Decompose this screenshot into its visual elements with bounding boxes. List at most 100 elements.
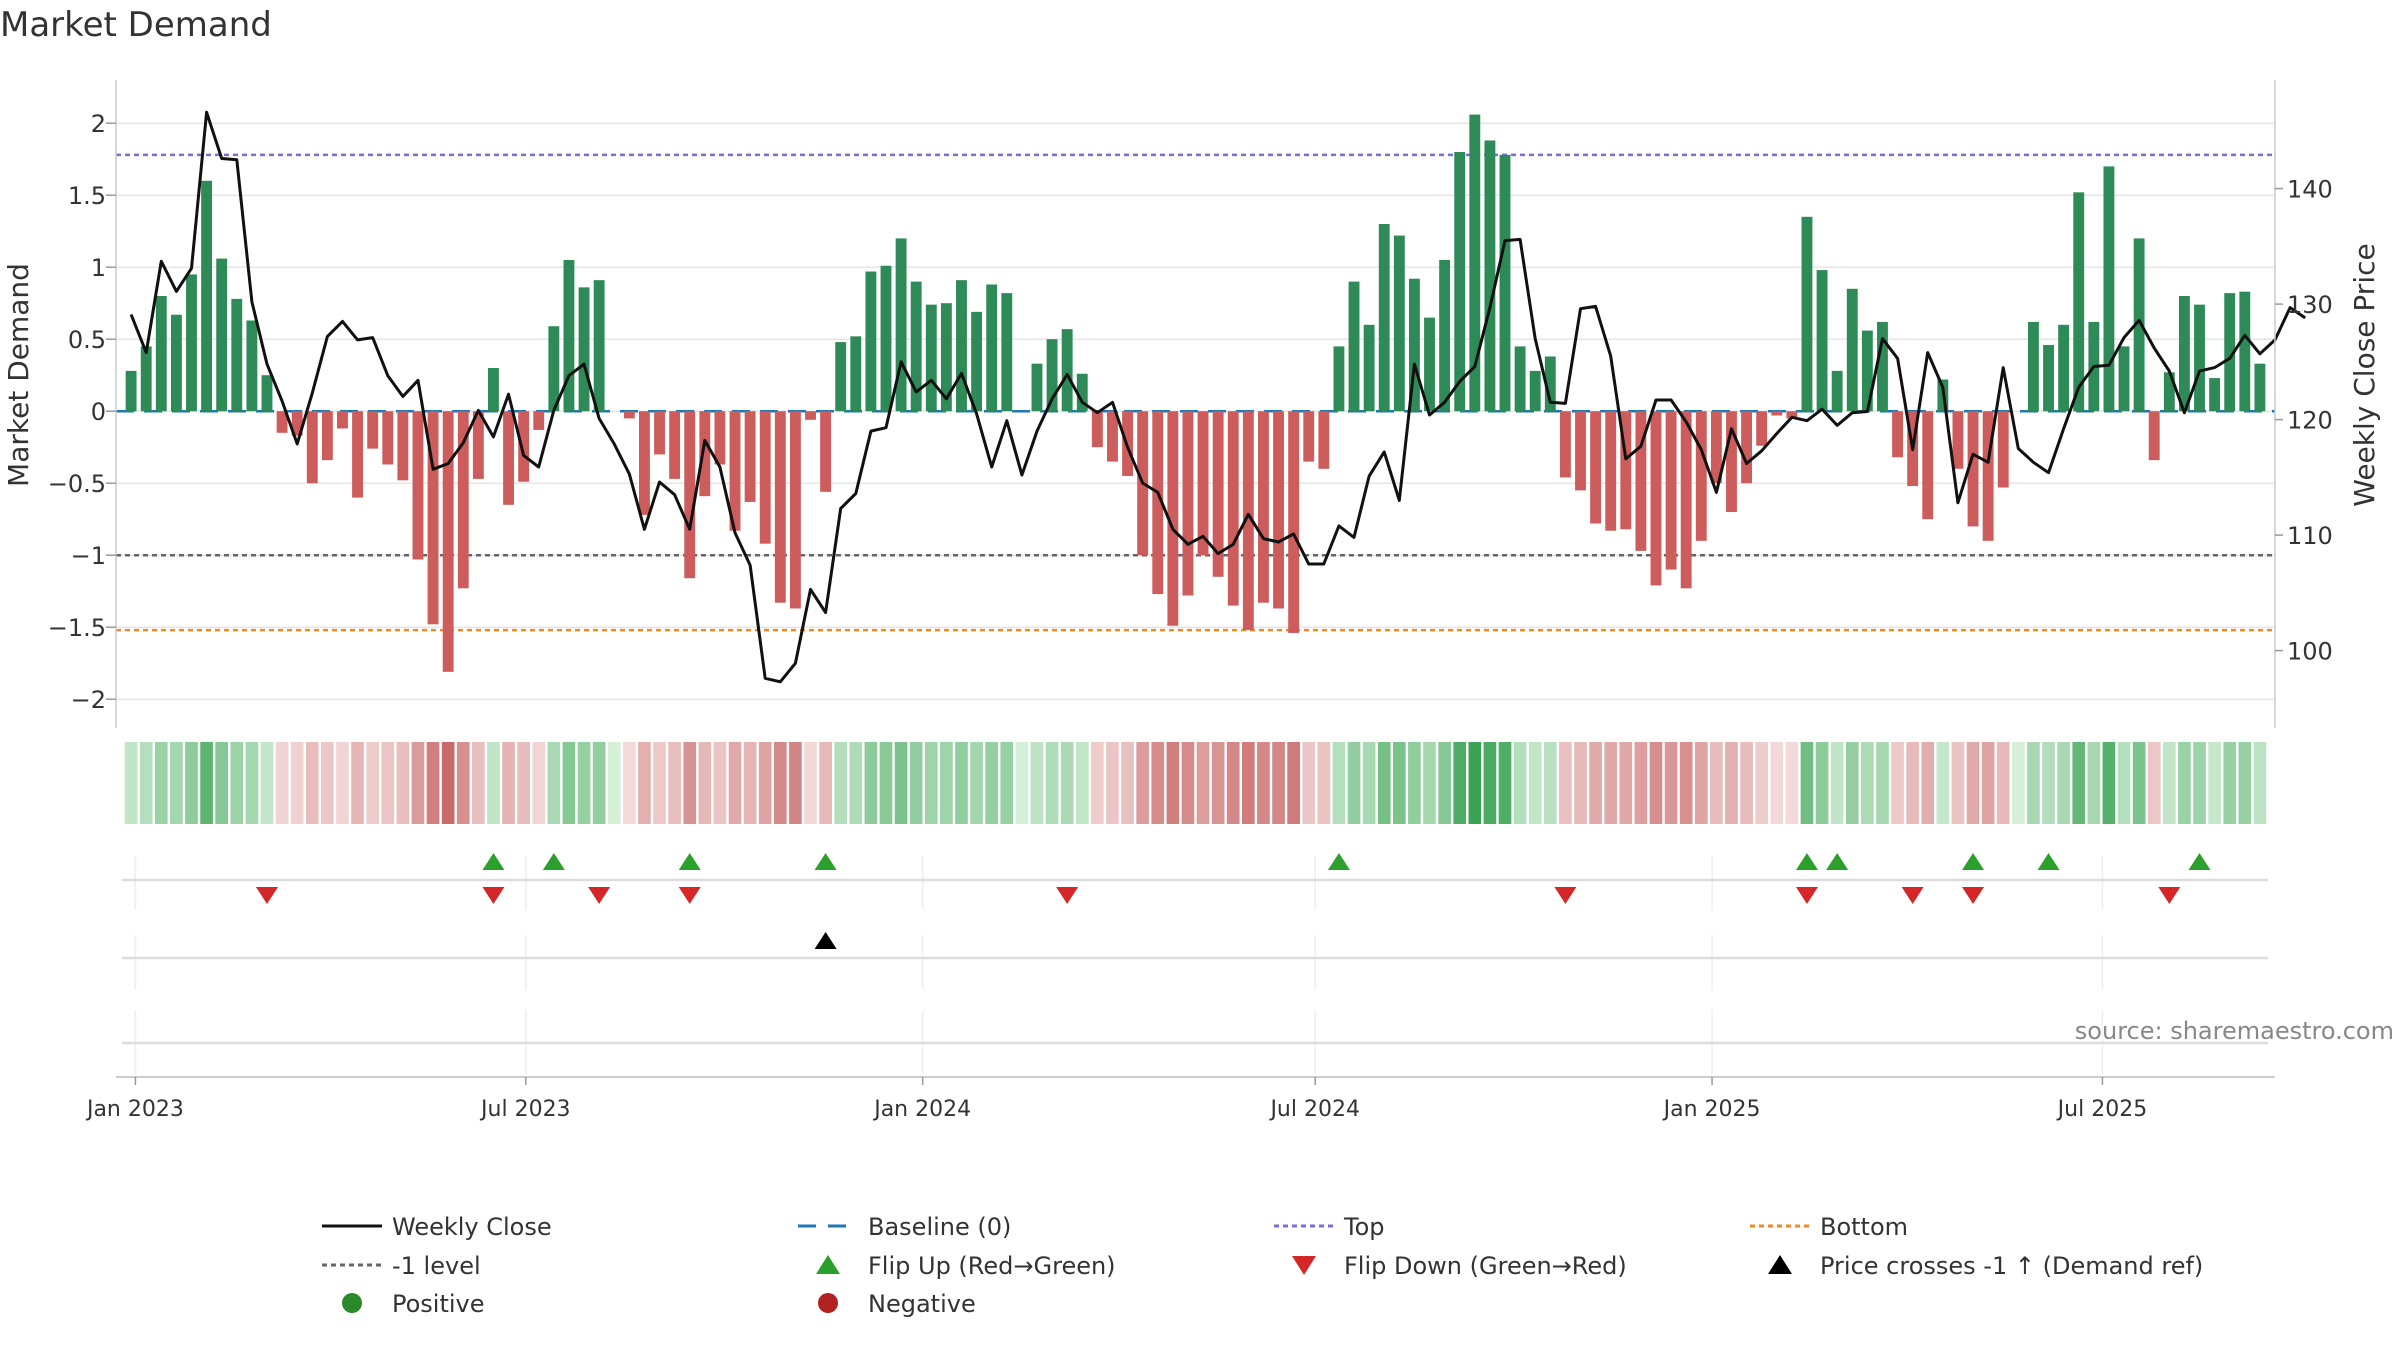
strip-cell: [1785, 742, 1799, 824]
flip-down-marker: [1962, 887, 1985, 904]
y2-tick-label: 100: [2287, 638, 2333, 666]
demand-bar: [1469, 114, 1481, 412]
chart-title: Market Demand: [0, 5, 272, 45]
legend-label: Flip Up (Red→Green): [868, 1252, 1116, 1280]
flip-up-marker: [2188, 853, 2211, 870]
strip-cell: [970, 742, 983, 824]
demand-bar: [1952, 411, 1964, 469]
demand-bar: [684, 411, 696, 579]
demand-bar: [1212, 411, 1224, 577]
demand-bar: [1575, 411, 1586, 491]
demand-bar: [563, 260, 575, 412]
demand-bar: [578, 287, 590, 412]
demand-bar: [2043, 344, 2054, 412]
demand-bar: [1167, 411, 1179, 626]
demand-bar: [1514, 346, 1526, 412]
demand-bar: [1695, 411, 1707, 541]
demand-bar: [170, 314, 182, 412]
flip-down-marker: [482, 887, 505, 904]
strip-cell: [789, 742, 802, 824]
x-tick-label: Jan 2025: [1662, 1097, 1761, 1122]
strip-cell: [2223, 742, 2237, 824]
strip-cell: [1921, 742, 1935, 824]
demand-bar: [2224, 293, 2236, 412]
strip-cell: [1800, 742, 1814, 824]
strip-cell: [1725, 742, 1738, 824]
strip-cell: [562, 742, 576, 824]
y-tick-label: 1.5: [68, 182, 106, 210]
demand-bar: [2133, 238, 2145, 412]
strip-cell: [819, 742, 832, 824]
strip-cell: [607, 742, 621, 824]
y-tick-label: −0.5: [48, 470, 106, 498]
strip-cell: [1015, 742, 1029, 824]
demand-bar: [1559, 411, 1571, 478]
strip-cell: [456, 742, 470, 824]
demand-bar: [367, 411, 379, 449]
strip-cell: [1634, 742, 1648, 824]
flip-down-marker: [588, 887, 611, 904]
flip-down-marker: [678, 887, 701, 904]
strip-cell: [321, 742, 334, 824]
demand-bar: [654, 411, 665, 455]
demand-bar: [1665, 411, 1677, 570]
demand-bar: [759, 411, 771, 544]
strip-cell: [1981, 742, 1995, 824]
demand-bar: [2254, 363, 2266, 412]
demand-bar: [1922, 411, 1934, 520]
demand-bar: [820, 411, 832, 492]
strip-cell: [2253, 742, 2267, 824]
demand-bar: [246, 320, 258, 412]
legend-label: Baseline (0): [868, 1213, 1011, 1241]
demand-bar: [1529, 370, 1541, 412]
demand-bar: [1227, 411, 1239, 606]
strip-cell: [1242, 742, 1255, 824]
demand-bar: [1258, 411, 1269, 603]
demand-bar: [306, 411, 318, 484]
strip-cell: [532, 742, 546, 824]
demand-bar: [2058, 324, 2070, 412]
demand-bar: [352, 411, 364, 498]
demand-bar: [1424, 317, 1435, 412]
x-tick-label: Jan 2024: [872, 1097, 971, 1122]
demand-bar: [518, 411, 530, 482]
demand-bar: [1710, 411, 1722, 484]
strip-cell: [1377, 742, 1391, 824]
demand-bar: [1816, 270, 1828, 412]
strip-cell: [396, 742, 410, 824]
strip-cell: [713, 742, 727, 824]
demand-bar: [1393, 235, 1405, 412]
strip-cell: [1483, 742, 1497, 824]
strip-cell: [1257, 742, 1270, 824]
strip-cell: [2208, 742, 2221, 824]
demand-bar: [1499, 154, 1511, 412]
legend-label: Flip Down (Green→Red): [1344, 1252, 1627, 1280]
legend-label: Positive: [392, 1290, 485, 1318]
legend: Weekly Close Baseline (0) Top Bottom -1 leve…: [322, 1213, 2203, 1318]
strip-cell: [1513, 742, 1527, 824]
demand-bar: [382, 411, 394, 465]
x-tick-label: Jul 2024: [1268, 1097, 1360, 1122]
strip-cell: [185, 742, 198, 824]
strip-cell: [2102, 742, 2116, 824]
flip-up-marker: [814, 853, 837, 870]
demand-bar: [1091, 411, 1103, 448]
strip-cell: [2042, 742, 2055, 824]
strip-cell: [592, 742, 606, 824]
strip-cell: [1679, 742, 1693, 824]
strip-cell: [1815, 742, 1829, 824]
strip-cell: [124, 742, 138, 824]
strip-cell: [940, 742, 953, 824]
strip-cell: [1226, 742, 1240, 824]
strip-cell: [1619, 742, 1633, 824]
strip-cell: [2238, 742, 2252, 824]
strip-cell: [1302, 742, 1316, 824]
strip-cell: [2057, 742, 2070, 824]
strip-cell: [472, 742, 485, 824]
demand-bar: [789, 411, 801, 609]
demand-bar: [533, 411, 545, 430]
demand-bar: [140, 346, 152, 412]
strip-cell: [2087, 742, 2101, 824]
demand-bar: [714, 411, 726, 465]
strip-cell: [1876, 742, 1889, 824]
